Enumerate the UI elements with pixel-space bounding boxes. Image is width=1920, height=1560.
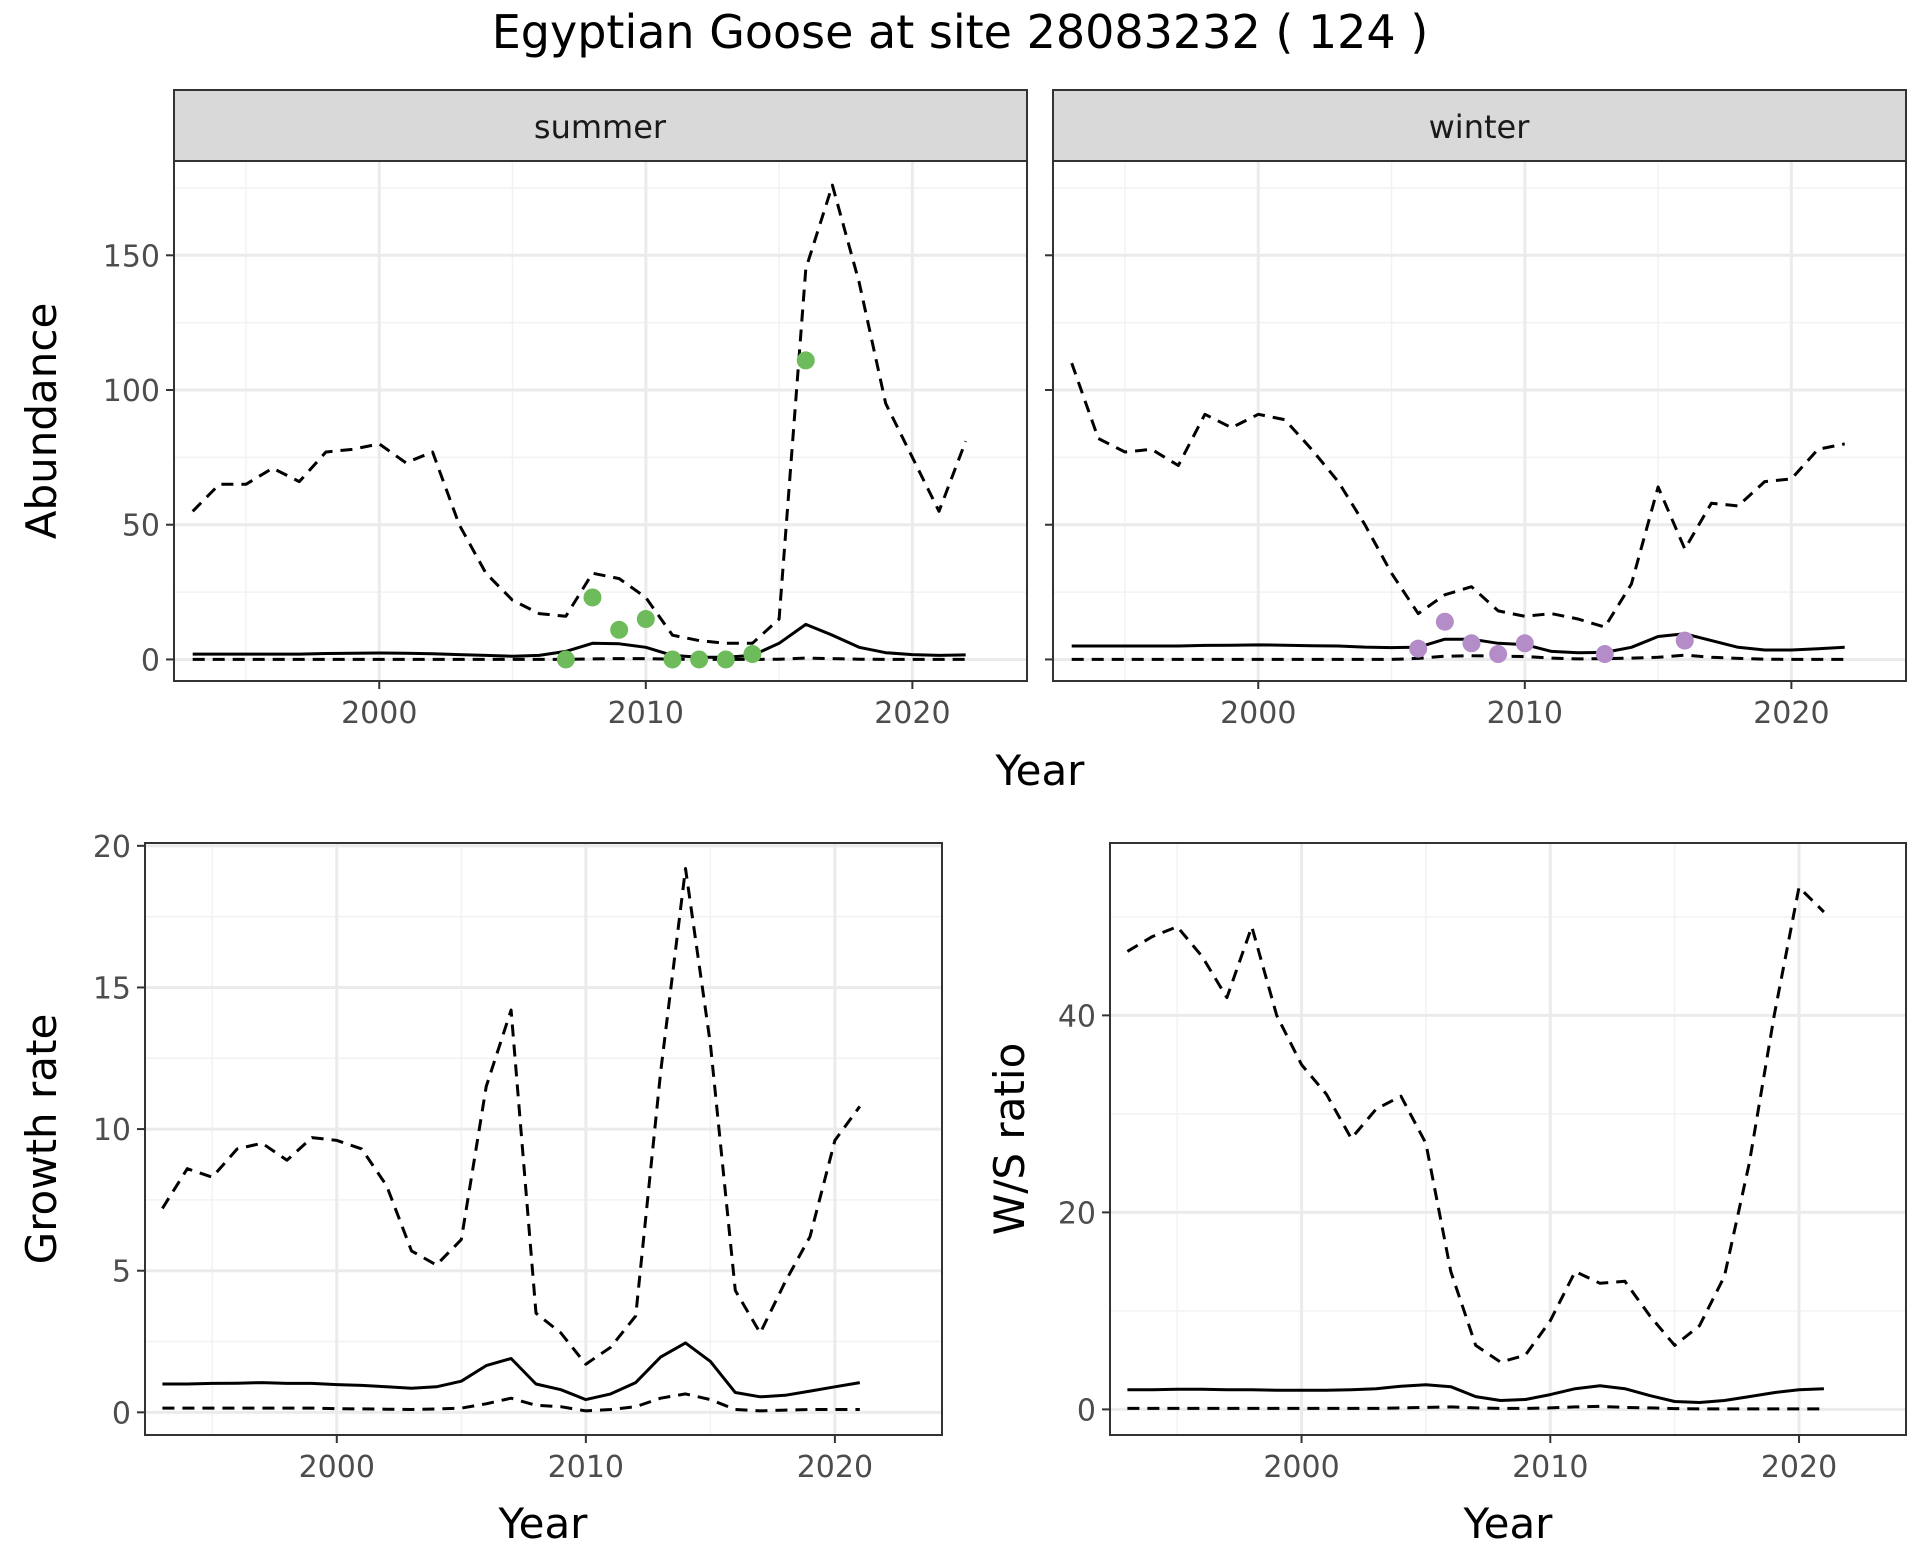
abundance-winter-lower-line bbox=[1071, 653, 1845, 661]
ws-ratio-y-label: W/S ratio bbox=[985, 1043, 1034, 1236]
abundance-summer-x-tick-label: 2020 bbox=[874, 696, 950, 731]
growth-lower-line bbox=[162, 1392, 860, 1413]
abundance-y-label: Abundance bbox=[17, 303, 66, 540]
ws-ratio-x-label: Year bbox=[1463, 1499, 1554, 1548]
ws-ratio-x-tick-label: 2010 bbox=[1512, 1450, 1588, 1485]
growth-y-tick-label: 20 bbox=[93, 830, 131, 865]
strip-summer bbox=[173, 89, 1028, 162]
abundance-summer-data-point bbox=[663, 650, 682, 669]
abundance-ticks: 2000 2010 2020 0 50 100 150 2000 2010 2020 bbox=[103, 239, 1830, 731]
abundance-summer-data-point bbox=[743, 645, 762, 664]
growth-chart: 2000 2010 2020 0 5 10 15 20 Growth rate Year bbox=[17, 830, 943, 1548]
strip-winter bbox=[1052, 89, 1907, 162]
abundance-summer-data-point bbox=[636, 610, 655, 629]
ws-ratio-ticks: 2000 2010 2020 0 20 40 bbox=[1058, 999, 1837, 1485]
abundance-summer-marks bbox=[191, 183, 968, 669]
abundance-winter-data-point bbox=[1462, 634, 1481, 653]
abundance-summer-frame bbox=[173, 160, 1028, 682]
ws-ratio-lower-line bbox=[1127, 1404, 1824, 1411]
abundance-winter-x-tick-label: 2010 bbox=[1487, 696, 1563, 731]
growth-y-tick-label: 5 bbox=[112, 1255, 131, 1290]
abundance-winter-data-point bbox=[1515, 634, 1534, 653]
abundance-summer-y-tick-label: 150 bbox=[103, 239, 160, 274]
growth-frame bbox=[144, 842, 943, 1436]
abundance-summer-x-tick-label: 2010 bbox=[608, 696, 684, 731]
facet-winter: winter bbox=[1052, 89, 1907, 682]
abundance-winter-upper-line bbox=[1070, 362, 1845, 629]
abundance-winter-data-point bbox=[1595, 645, 1614, 664]
growth-x-tick-label: 2010 bbox=[548, 1450, 624, 1485]
growth-y-label: Growth rate bbox=[17, 1014, 66, 1265]
ws-ratio-frame bbox=[1109, 842, 1907, 1436]
ws-ratio-median-line bbox=[1127, 1383, 1824, 1404]
ws-ratio-y-tick-label: 20 bbox=[1058, 1196, 1096, 1231]
ws-ratio-y-tick-label: 40 bbox=[1058, 999, 1096, 1034]
ws-ratio-upper-line bbox=[1126, 885, 1825, 1364]
abundance-winter-grid bbox=[1053, 161, 1906, 681]
abundance-summer-data-point bbox=[690, 650, 709, 669]
growth-x-label: Year bbox=[498, 1499, 589, 1548]
abundance-winter-marks bbox=[1070, 362, 1845, 664]
growth-y-tick-label: 15 bbox=[93, 971, 131, 1006]
figure-title: Egyptian Goose at site 28083232 ( 124 ) bbox=[492, 5, 1429, 59]
abundance-winter-median-line bbox=[1071, 632, 1845, 655]
facet-summer: summer bbox=[173, 89, 1028, 682]
ws-ratio-chart: 2000 2010 2020 0 20 40 W/S ratio Year bbox=[985, 842, 1907, 1548]
growth-marks bbox=[161, 867, 862, 1413]
ws-ratio-x-tick-label: 2020 bbox=[1761, 1450, 1837, 1485]
abundance-winter-x-tick-label: 2020 bbox=[1753, 696, 1829, 731]
abundance-summer-data-point bbox=[556, 650, 575, 669]
growth-y-tick-label: 10 bbox=[93, 1113, 131, 1148]
abundance-summer-x-tick-label: 2000 bbox=[341, 696, 417, 731]
abundance-winter-data-point bbox=[1409, 639, 1428, 658]
abundance-summer-data-point bbox=[610, 620, 629, 639]
abundance-summer-lower-line bbox=[192, 656, 966, 661]
growth-upper-line bbox=[161, 867, 862, 1366]
growth-grid bbox=[145, 843, 942, 1435]
abundance-summer-data-point bbox=[796, 351, 815, 370]
abundance-winter-data-point bbox=[1435, 612, 1454, 631]
strip-summer-label: summer bbox=[534, 108, 667, 146]
abundance-winter-x-tick-label: 2000 bbox=[1220, 696, 1296, 731]
abundance-summer-y-tick-label: 50 bbox=[122, 509, 160, 544]
abundance-winter-frame bbox=[1052, 160, 1907, 682]
ws-ratio-grid bbox=[1110, 843, 1906, 1435]
abundance-summer-grid bbox=[174, 161, 1027, 681]
abundance-winter-data-point bbox=[1675, 631, 1694, 650]
abundance-winter-data-point bbox=[1489, 645, 1508, 664]
abundance-summer-data-point bbox=[716, 650, 735, 669]
abundance-summer-median-line bbox=[192, 622, 966, 659]
ws-ratio-y-tick-label: 0 bbox=[1077, 1393, 1096, 1428]
growth-x-tick-label: 2000 bbox=[299, 1450, 375, 1485]
ws-ratio-x-tick-label: 2000 bbox=[1263, 1450, 1339, 1485]
ws-ratio-marks bbox=[1126, 885, 1825, 1411]
abundance-summer-data-point bbox=[583, 588, 602, 607]
abundance-summer-y-tick-label: 100 bbox=[103, 374, 160, 409]
growth-median-line bbox=[162, 1341, 861, 1402]
growth-x-tick-label: 2020 bbox=[797, 1450, 873, 1485]
growth-y-tick-label: 0 bbox=[112, 1396, 131, 1431]
growth-ticks: 2000 2010 2020 0 5 10 15 20 bbox=[93, 830, 873, 1485]
abundance-summer-y-tick-label: 0 bbox=[141, 643, 160, 678]
abundance-x-label: Year bbox=[995, 746, 1086, 795]
strip-winter-label: winter bbox=[1429, 108, 1531, 146]
